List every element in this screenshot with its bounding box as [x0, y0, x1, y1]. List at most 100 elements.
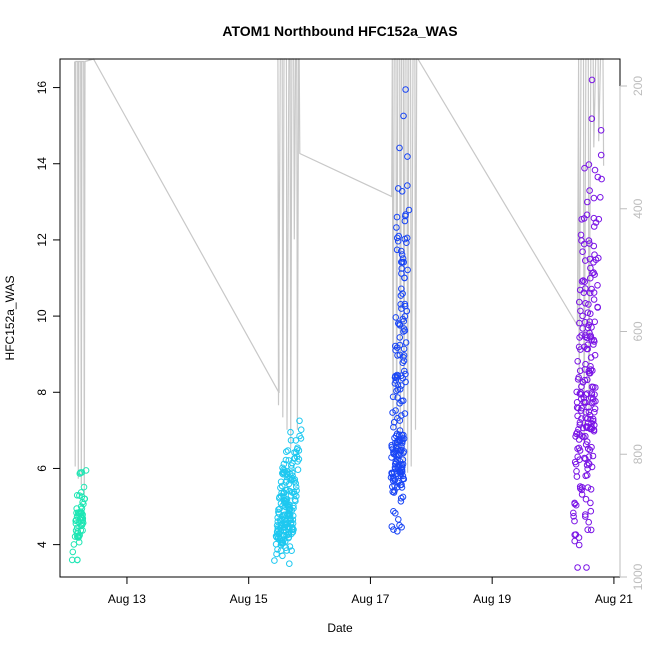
x-tick-label: Aug 19 [473, 592, 511, 606]
x-tick-label: Aug 13 [108, 592, 146, 606]
data-point [572, 501, 580, 509]
data-point [394, 528, 401, 535]
data-point [399, 290, 406, 297]
data-point [591, 405, 599, 413]
data-point [400, 352, 408, 359]
right-tick-label: 200 [631, 76, 645, 96]
y-axis-label: HFC152a_WAS [3, 276, 17, 361]
data-point [400, 112, 407, 120]
data-point [598, 175, 605, 183]
data-point [294, 466, 302, 474]
data-point [390, 423, 397, 431]
data-point [289, 512, 297, 520]
data-point [597, 127, 605, 134]
data-point [397, 436, 404, 444]
data-point [271, 557, 278, 564]
data-point [590, 194, 598, 202]
data-point [397, 292, 405, 299]
data-point [393, 453, 401, 460]
data-point [573, 473, 581, 480]
data-point [392, 377, 400, 384]
data-point [578, 486, 586, 494]
data-point [289, 459, 296, 467]
data-point [77, 514, 85, 522]
data-point [401, 217, 409, 225]
data-point [398, 382, 405, 389]
data-point [69, 548, 77, 556]
data-point [274, 546, 281, 553]
data-point [571, 500, 579, 508]
data-point [585, 453, 593, 461]
data-point [588, 115, 596, 122]
data-point [580, 215, 588, 222]
x-axis-label: Date [327, 621, 353, 635]
data-point [576, 367, 584, 375]
data-point [392, 342, 399, 350]
data-point [585, 237, 593, 244]
y-tick-label: 8 [35, 389, 49, 396]
data-point [584, 484, 592, 491]
data-point [75, 518, 83, 526]
data-point [276, 493, 283, 501]
data-point [396, 417, 404, 424]
data-point [581, 376, 589, 384]
data-point [578, 433, 586, 440]
data-point [590, 296, 598, 303]
data-point [398, 247, 405, 255]
data-point [582, 285, 589, 292]
y-tick-label: 10 [35, 309, 49, 323]
data-point [572, 433, 579, 440]
data-point [578, 415, 585, 422]
data-point [294, 444, 301, 452]
data-point [575, 444, 583, 452]
data-point [580, 289, 588, 297]
data-point [72, 527, 80, 534]
data-point [280, 511, 288, 519]
data-point [394, 445, 402, 453]
chart-title: ATOM1 Northbound HFC152a_WAS [222, 23, 457, 39]
data-point [393, 234, 401, 242]
data-point [579, 312, 586, 320]
x-tick-label: Aug 21 [595, 592, 633, 606]
data-point [582, 495, 590, 503]
data-point [587, 499, 594, 507]
data-point [581, 398, 589, 406]
data-point [392, 407, 399, 414]
data-point [394, 394, 401, 401]
data-point [572, 531, 580, 538]
data-point [400, 448, 408, 455]
data-point [573, 388, 581, 396]
data-point [79, 519, 87, 527]
data-point [590, 341, 597, 348]
data-point [283, 512, 291, 519]
data-point [570, 509, 577, 517]
data-point [584, 526, 592, 534]
data-point [392, 509, 399, 517]
data-point [578, 237, 585, 244]
data-point [588, 285, 595, 293]
data-point [275, 506, 282, 513]
data-point [397, 494, 405, 502]
data-point [573, 399, 581, 406]
data-point [583, 390, 591, 397]
data-point [398, 523, 405, 531]
data-point [597, 151, 605, 159]
data-point [588, 383, 596, 391]
data-point [72, 517, 79, 525]
data-point [285, 531, 293, 538]
data-point [283, 448, 290, 456]
data-point [582, 455, 589, 463]
data-point [292, 480, 300, 487]
data-point [582, 511, 589, 518]
data-point [296, 432, 303, 440]
data-point [588, 391, 596, 398]
data-point [587, 486, 595, 493]
data-point [286, 501, 293, 509]
data-point [582, 331, 589, 339]
data-point [397, 481, 404, 489]
data-point [590, 336, 598, 344]
data-point [585, 518, 593, 526]
data-point [396, 522, 403, 529]
data-point [398, 270, 405, 277]
data-point [396, 457, 404, 465]
